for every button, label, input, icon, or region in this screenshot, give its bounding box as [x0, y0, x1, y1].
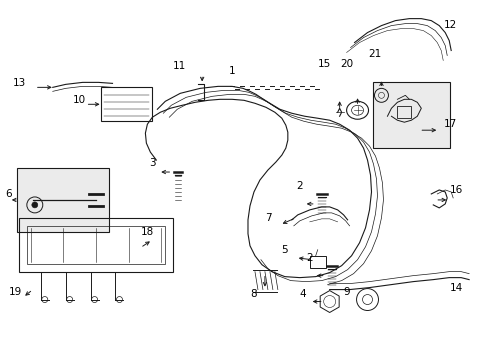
Text: 18: 18 — [141, 227, 154, 237]
Bar — [17, 168, 108, 232]
Text: 17: 17 — [443, 119, 456, 129]
Bar — [397, 106, 410, 118]
Text: 10: 10 — [73, 95, 86, 105]
Bar — [101, 87, 152, 121]
Text: 19: 19 — [9, 287, 22, 297]
Text: 8: 8 — [250, 289, 257, 298]
Text: 13: 13 — [13, 78, 26, 88]
Text: 11: 11 — [172, 62, 185, 71]
Text: 2: 2 — [296, 181, 303, 191]
Text: 5: 5 — [281, 245, 287, 255]
Bar — [27, 226, 165, 264]
Circle shape — [32, 202, 38, 208]
Text: 20: 20 — [339, 59, 352, 69]
Text: 4: 4 — [299, 289, 305, 298]
Bar — [19, 218, 173, 272]
Text: 9: 9 — [343, 287, 349, 297]
Text: 1: 1 — [228, 67, 235, 76]
Text: 3: 3 — [149, 158, 155, 168]
Text: 15: 15 — [317, 59, 331, 69]
Bar — [372, 82, 449, 148]
Text: 12: 12 — [443, 19, 456, 30]
Text: 16: 16 — [448, 185, 462, 195]
Text: 21: 21 — [367, 49, 380, 59]
Text: 2: 2 — [306, 253, 312, 263]
Text: 6: 6 — [5, 189, 12, 199]
Bar — [309, 256, 325, 268]
Text: 7: 7 — [265, 213, 272, 223]
Text: 14: 14 — [448, 283, 462, 293]
